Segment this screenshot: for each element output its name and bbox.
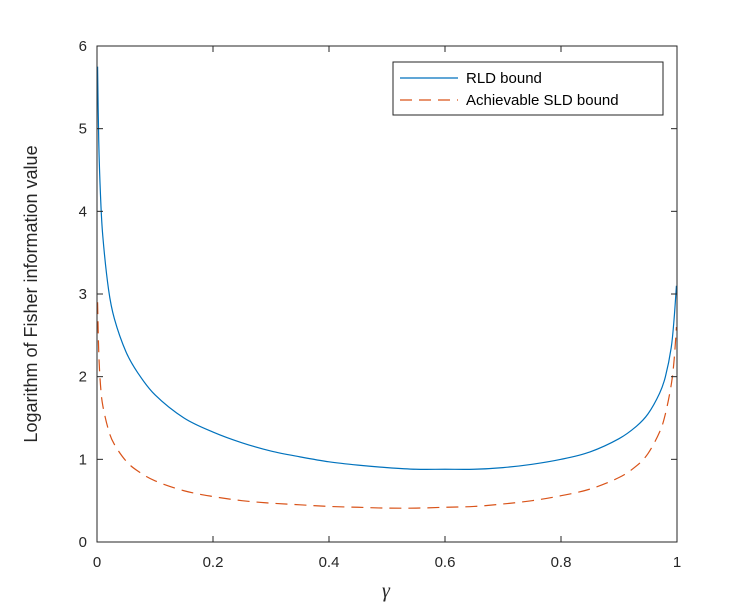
y-tick-label: 3 xyxy=(79,286,87,303)
x-tick-label: 0.6 xyxy=(435,554,456,571)
y-tick-label: 4 xyxy=(79,203,87,220)
x-tick-label: 0.4 xyxy=(319,554,340,571)
x-tick-label: 0.8 xyxy=(551,554,572,571)
x-tick-label: 0.2 xyxy=(203,554,224,571)
legend: RLD bound Achievable SLD bound xyxy=(392,61,664,116)
series-group xyxy=(97,66,677,509)
x-axis-label: γ xyxy=(382,580,391,602)
y-tick-label: 5 xyxy=(79,121,87,138)
y-tick-label: 2 xyxy=(79,369,87,386)
series-line-sld xyxy=(97,302,677,509)
ticks-group: 0 0.2 0.4 0.6 0.8 1 0 1 2 3 4 5 6 xyxy=(79,38,682,571)
legend-label-rld: RLD bound xyxy=(466,70,542,87)
x-tick-label: 1 xyxy=(673,554,681,571)
legend-box xyxy=(392,61,664,116)
y-tick-label: 1 xyxy=(79,451,87,468)
y-tick-label: 0 xyxy=(79,534,87,551)
legend-label-sld: Achievable SLD bound xyxy=(466,92,619,109)
y-tick-label: 6 xyxy=(79,38,87,55)
y-axis-label: Logarithm of Fisher information value xyxy=(21,145,41,442)
series-line-rld xyxy=(97,66,677,470)
x-tick-label: 0 xyxy=(93,554,101,571)
